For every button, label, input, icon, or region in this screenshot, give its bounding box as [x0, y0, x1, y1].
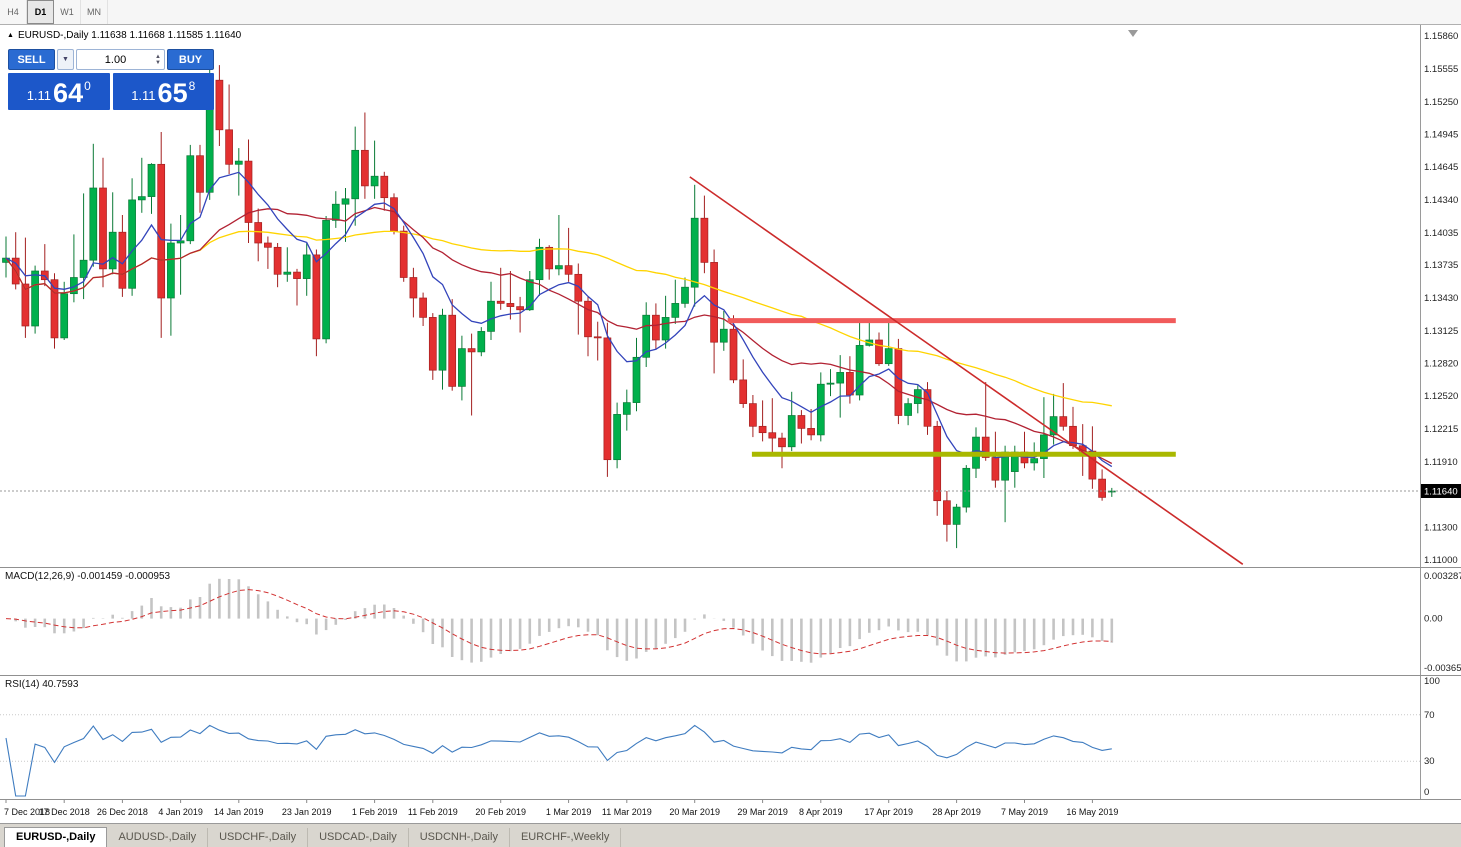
svg-text:1.14645: 1.14645	[1424, 162, 1458, 173]
svg-text:17 Dec 2018: 17 Dec 2018	[39, 807, 90, 817]
timeframe-buttons: H4 D1 W1 MN	[0, 0, 108, 24]
svg-text:1.12520: 1.12520	[1424, 391, 1458, 402]
svg-text:1.13125: 1.13125	[1424, 326, 1458, 337]
chart-tab-usdchf-daily[interactable]: USDCHF-,Daily	[208, 828, 309, 847]
volume-decrease-icon[interactable]: ▼	[155, 59, 161, 66]
svg-text:28 Apr 2019: 28 Apr 2019	[932, 807, 981, 817]
svg-text:11 Feb 2019: 11 Feb 2019	[408, 807, 458, 817]
moving-averages	[5, 171, 1113, 468]
svg-text:29 Mar 2019: 29 Mar 2019	[737, 807, 788, 817]
sell-price-sup: 0	[84, 79, 91, 93]
svg-text:1.15555: 1.15555	[1424, 64, 1458, 75]
macd-panel: 0.003287 0.00 -0.003659 MACD(12,26,9) -0.0…	[0, 567, 1461, 675]
svg-text:11 Mar 2019: 11 Mar 2019	[602, 807, 652, 817]
svg-text:7 Dec 2018: 7 Dec 2018	[4, 807, 50, 817]
svg-text:1.14035: 1.14035	[1424, 228, 1458, 239]
candlestick-chart[interactable]: 1.15860 1.15555 1.15250 1.14945 1.14645 1.143…	[0, 25, 1461, 567]
svg-text:1.12215: 1.12215	[1424, 424, 1458, 435]
collapse-arrow-icon[interactable]: ▲	[7, 32, 14, 39]
timeframe-button-mn[interactable]: MN	[81, 0, 108, 24]
svg-text:1 Mar 2019: 1 Mar 2019	[546, 807, 592, 817]
scroll-anchor-icon[interactable]	[1128, 30, 1138, 37]
chart-tab-usdcnh-daily[interactable]: USDCNH-,Daily	[409, 828, 510, 847]
volume-increase-icon[interactable]: ▲	[155, 53, 161, 60]
chart-symbol-header: ▲ EURUSD-,Daily 1.11638 1.11668 1.11585 …	[7, 30, 241, 41]
timeframe-button-h4[interactable]: H4	[0, 0, 27, 24]
timeframe-toolbar: H4 D1 W1 MN	[0, 0, 1461, 25]
svg-text:0: 0	[1424, 787, 1429, 798]
price-panel: 1.15860 1.15555 1.15250 1.14945 1.14645 1.143…	[0, 25, 1461, 567]
candles	[2, 53, 1116, 549]
svg-text:100: 100	[1424, 676, 1440, 687]
volume-dropdown-button[interactable]: ▼	[57, 49, 74, 70]
rsi-line	[5, 724, 1112, 797]
rsi-indicator-chart[interactable]: 100 70 30 0	[0, 676, 1461, 799]
svg-text:4 Jan 2019: 4 Jan 2019	[158, 807, 203, 817]
svg-text:0.00: 0.00	[1424, 614, 1443, 625]
rsi-header: RSI(14) 40.7593	[5, 679, 79, 690]
svg-text:1 Feb 2019: 1 Feb 2019	[352, 807, 398, 817]
sell-price-display[interactable]: 1.11 64 0	[8, 73, 110, 110]
macd-signal-line	[5, 589, 1112, 655]
rsi-panel: 100 70 30 0 RSI(14) 40.7593	[0, 675, 1461, 799]
sell-price-big: 64	[53, 78, 84, 108]
price-axis[interactable]: 1.15860 1.15555 1.15250 1.14945 1.14645 1.143…	[1420, 25, 1459, 567]
svg-text:1.12820: 1.12820	[1424, 359, 1458, 370]
svg-text:8 Apr 2019: 8 Apr 2019	[799, 807, 843, 817]
svg-text:30: 30	[1424, 756, 1435, 767]
rsi-axis[interactable]: 100 70 30 0	[1420, 676, 1440, 799]
svg-text:1.13430: 1.13430	[1424, 293, 1458, 304]
svg-text:70: 70	[1424, 710, 1435, 721]
buy-button[interactable]: BUY	[167, 49, 214, 70]
volume-spinner: ▲ ▼	[153, 50, 163, 69]
buy-price-big: 65	[157, 78, 188, 108]
svg-text:1.11910: 1.11910	[1424, 457, 1458, 468]
svg-text:26 Dec 2018: 26 Dec 2018	[97, 807, 148, 817]
time-axis-panel: 7 Dec 2018 17 Dec 2018 26 Dec 2018 4 Jan 20…	[0, 799, 1461, 823]
ohlc-readout: EURUSD-,Daily 1.11638 1.11668 1.11585 1.…	[17, 30, 242, 41]
svg-text:1.11640: 1.11640	[1424, 487, 1458, 498]
chart-tab-eurusd-daily[interactable]: EURUSD-,Daily	[4, 827, 108, 847]
macd-axis[interactable]: 0.003287 0.00 -0.003659	[1420, 568, 1461, 675]
chart-tab-audusd-daily[interactable]: AUDUSD-,Daily	[107, 828, 209, 847]
svg-text:7 May 2019: 7 May 2019	[1001, 807, 1048, 817]
svg-text:0.003287: 0.003287	[1424, 571, 1461, 582]
volume-field-wrap: ▲ ▼	[76, 49, 165, 70]
chart-tab-bar: EURUSD-,Daily AUDUSD-,Daily USDCHF-,Daily U…	[0, 823, 1461, 847]
buy-price-display[interactable]: 1.11 65 8	[112, 73, 214, 110]
svg-text:20 Mar 2019: 20 Mar 2019	[669, 807, 720, 817]
svg-text:20 Feb 2019: 20 Feb 2019	[475, 807, 526, 817]
svg-text:1.14340: 1.14340	[1424, 195, 1458, 206]
macd-histogram	[14, 578, 1114, 663]
sell-price-small: 1.11	[26, 88, 52, 103]
volume-input[interactable]	[77, 50, 164, 70]
svg-text:1.14945: 1.14945	[1424, 130, 1458, 141]
svg-text:17 Apr 2019: 17 Apr 2019	[864, 807, 913, 817]
chart-tab-eurchf-weekly[interactable]: EURCHF-,Weekly	[510, 828, 622, 847]
macd-header: MACD(12,26,9) -0.001459 -0.000953	[5, 571, 171, 582]
svg-text:16 May 2019: 16 May 2019	[1066, 807, 1118, 817]
svg-text:1.11300: 1.11300	[1424, 523, 1458, 534]
chevron-down-icon: ▼	[62, 56, 69, 63]
svg-text:14 Jan 2019: 14 Jan 2019	[214, 807, 264, 817]
buy-price-small: 1.11	[131, 88, 156, 103]
sell-button[interactable]: SELL	[8, 49, 55, 70]
chart-tab-usdcad-daily[interactable]: USDCAD-,Daily	[308, 828, 409, 847]
timeframe-button-d1[interactable]: D1	[27, 0, 54, 24]
svg-text:1.11000: 1.11000	[1424, 555, 1458, 566]
macd-indicator-chart[interactable]: 0.003287 0.00 -0.003659	[0, 568, 1461, 675]
trendline[interactable]	[689, 176, 1244, 565]
svg-text:23 Jan 2019: 23 Jan 2019	[282, 807, 332, 817]
timeframe-button-w1[interactable]: W1	[54, 0, 81, 24]
svg-text:1.15860: 1.15860	[1424, 31, 1458, 42]
buy-price-sup: 8	[188, 79, 196, 93]
svg-text:-0.003659: -0.003659	[1424, 663, 1461, 674]
current-price-marker: 1.11640	[0, 484, 1461, 498]
svg-text:1.13735: 1.13735	[1424, 260, 1458, 271]
svg-text:1.15250: 1.15250	[1424, 97, 1458, 108]
